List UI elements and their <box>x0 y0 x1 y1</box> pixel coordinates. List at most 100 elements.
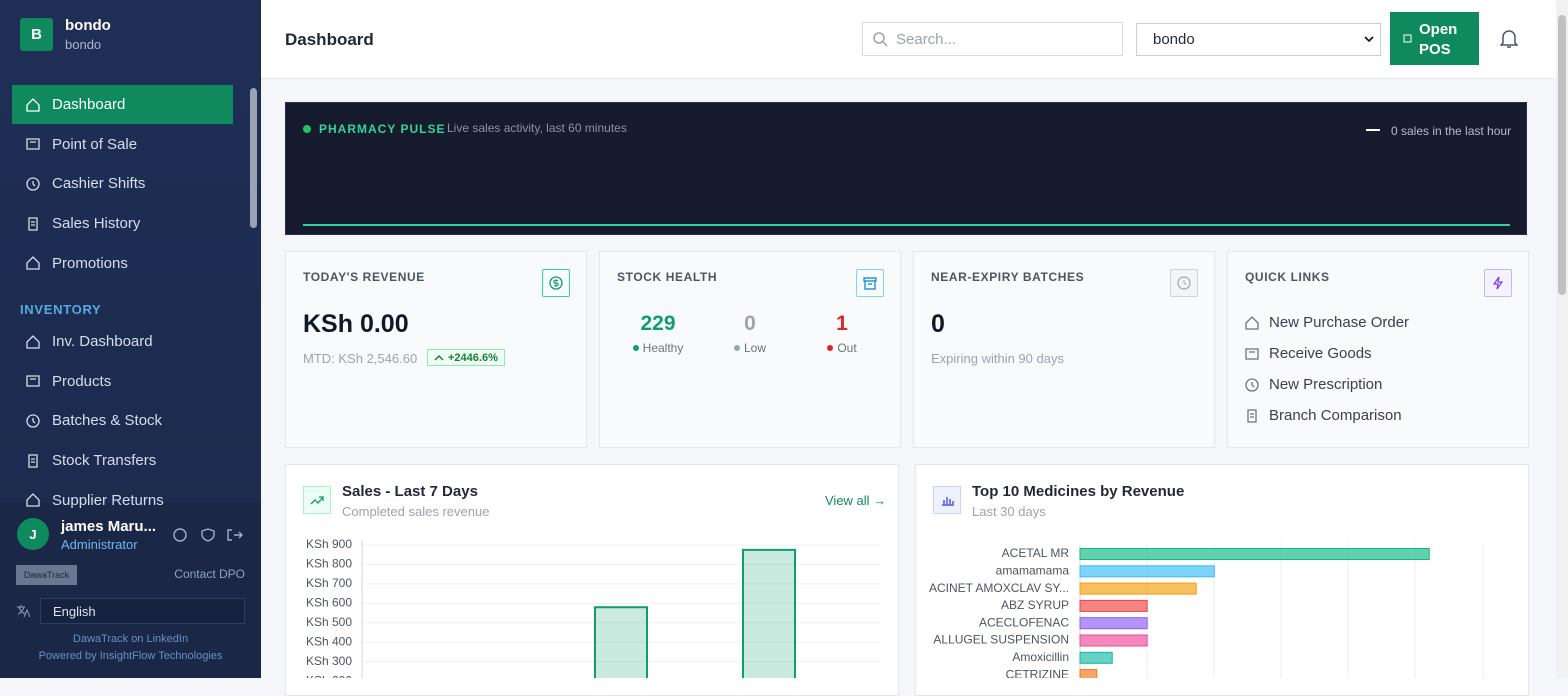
icon <box>28 453 38 468</box>
quick-link[interactable]: Receive Goods <box>1245 345 1372 362</box>
nav-item[interactable]: Sales History <box>12 204 233 243</box>
nav-item[interactable]: Batches & Stock <box>12 401 233 440</box>
chart-subtitle: Completed sales revenue <box>342 504 490 519</box>
card-label: STOCK HEALTH <box>617 270 718 284</box>
icon <box>26 138 40 150</box>
branch-select[interactable]: bondo <box>1136 23 1381 56</box>
y-tick-label: KSh 700 <box>306 576 352 590</box>
quick-link[interactable]: New Purchase Order <box>1245 314 1409 331</box>
panel-icon <box>933 486 961 514</box>
nav-label: Products <box>52 372 112 390</box>
pos-icon <box>1403 34 1412 43</box>
category-label: ALLUGEL SUSPENSION <box>933 633 1069 647</box>
button-label: Open POS <box>1419 21 1458 58</box>
status-label: Low <box>743 341 766 355</box>
change-value: +2446.6% <box>448 352 498 364</box>
nav-item[interactable]: Cashier Shifts <box>12 164 233 203</box>
category-label: CETRIZINE <box>1006 667 1069 678</box>
nav-item[interactable]: Products <box>12 362 233 401</box>
quick-link[interactable]: New Prescription <box>1245 376 1382 393</box>
bar <box>742 548 796 678</box>
page-title: Dashboard <box>285 30 374 49</box>
status-dot <box>827 345 834 351</box>
icon <box>26 177 40 191</box>
y-tick-label: KSh 500 <box>306 615 352 629</box>
quick-links-card: QUICK LINKS New Purchase Order Receive Go… <box>1227 251 1529 448</box>
notification-bell[interactable] <box>1500 29 1518 49</box>
scroll-thumb[interactable] <box>1558 15 1566 295</box>
search-input[interactable]: Search... <box>862 22 1123 56</box>
card-icon <box>856 269 884 297</box>
open-pos-button[interactable]: Open POS <box>1390 12 1479 65</box>
status-label: Healthy <box>642 341 684 355</box>
footer-link[interactable]: Powered by InsightFlow Technologies <box>38 650 223 662</box>
nav-label: Dashboard <box>52 96 126 113</box>
bar <box>1079 599 1148 612</box>
bar <box>1079 548 1430 560</box>
stock-value: 0 <box>744 312 756 335</box>
contact-link[interactable]: Contact DPO <box>174 567 245 581</box>
stock-status: Low <box>710 341 790 355</box>
link-label: Receive Goods <box>1269 345 1372 362</box>
bar <box>594 606 648 678</box>
card-label: NEAR-EXPIRY BATCHES <box>931 270 1085 284</box>
language-select[interactable]: English <box>40 598 245 624</box>
nav-label: Promotions <box>52 254 128 272</box>
nav-item[interactable]: Promotions <box>12 244 233 283</box>
hbar-grid <box>1146 543 1484 678</box>
y-tick-label: KSh 600 <box>306 596 352 610</box>
status-dot <box>632 345 639 351</box>
category-label: ACINET AMOXCLAV SY... <box>929 581 1069 595</box>
topbar: Dashboard Search... bondo Open POS <box>261 0 1556 79</box>
y-tick-label: KSh 800 <box>306 557 352 571</box>
pulse-subtitle: Live sales activity, last 60 minutes <box>447 121 627 135</box>
link-label: New Purchase Order <box>1269 314 1410 331</box>
nav-item[interactable]: Inv. Dashboard <box>12 322 233 361</box>
quick-link[interactable]: Branch Comparison <box>1245 407 1402 424</box>
top-medicines-panel: Top 10 Medicines by Revenue Last 30 days <box>915 464 1529 696</box>
icon <box>1245 347 1259 360</box>
y-tick-label: KSh 200 <box>306 673 352 678</box>
branch-value: bondo <box>1153 31 1195 48</box>
status-label: Out <box>837 341 857 355</box>
icon <box>26 493 40 507</box>
stock-card: STOCK HEALTH 229 Healthy 0 Low 1 Out <box>599 251 901 448</box>
y-tick-label: KSh 400 <box>306 634 352 648</box>
scrollbar <box>250 88 257 228</box>
legend-swatch <box>1366 129 1380 131</box>
user-icons[interactable] <box>172 527 246 543</box>
icon <box>26 256 40 270</box>
search-icon <box>873 32 888 47</box>
logo: B <box>20 18 53 51</box>
icon <box>1245 377 1259 392</box>
icon <box>26 375 40 387</box>
nav-item[interactable]: Supplier Returns <box>12 481 233 520</box>
nav-label: Sales History <box>52 215 141 233</box>
icon <box>1247 408 1257 423</box>
live-dot <box>303 125 311 133</box>
pulse-legend: 0 sales in the last hour <box>1391 124 1512 138</box>
bar <box>1079 582 1197 595</box>
icon <box>26 97 40 112</box>
link-text: View all <box>825 493 870 508</box>
language-value: English <box>53 603 96 619</box>
expiry-card: NEAR-EXPIRY BATCHES 0 Expiring within 90… <box>913 251 1215 448</box>
category-label: ACETAL MR <box>1002 546 1070 560</box>
nav-item[interactable]: Stock Transfers <box>12 441 233 480</box>
nav-label: Batches & Stock <box>52 412 163 430</box>
nav-item[interactable]: Point of Sale <box>12 125 233 164</box>
link-label: New Prescription <box>1269 376 1383 393</box>
caret <box>1364 36 1374 43</box>
pulse-panel: PHARMACY PULSE Live sales activity, last… <box>285 102 1527 235</box>
bar <box>1079 617 1148 630</box>
nav-item[interactable]: Dashboard <box>12 85 233 124</box>
stock-value: 1 <box>836 312 848 335</box>
chart-subtitle: Last 30 days <box>972 504 1046 519</box>
footer-link[interactable]: DawaTrack on LinkedIn <box>72 633 189 645</box>
view-all-link[interactable]: View all → <box>825 493 887 508</box>
branch: bondo <box>65 37 102 52</box>
user-role: Administrator <box>61 537 138 552</box>
card-label: TODAY'S REVENUE <box>303 270 425 284</box>
chart-title: Top 10 Medicines by Revenue <box>972 483 1185 500</box>
